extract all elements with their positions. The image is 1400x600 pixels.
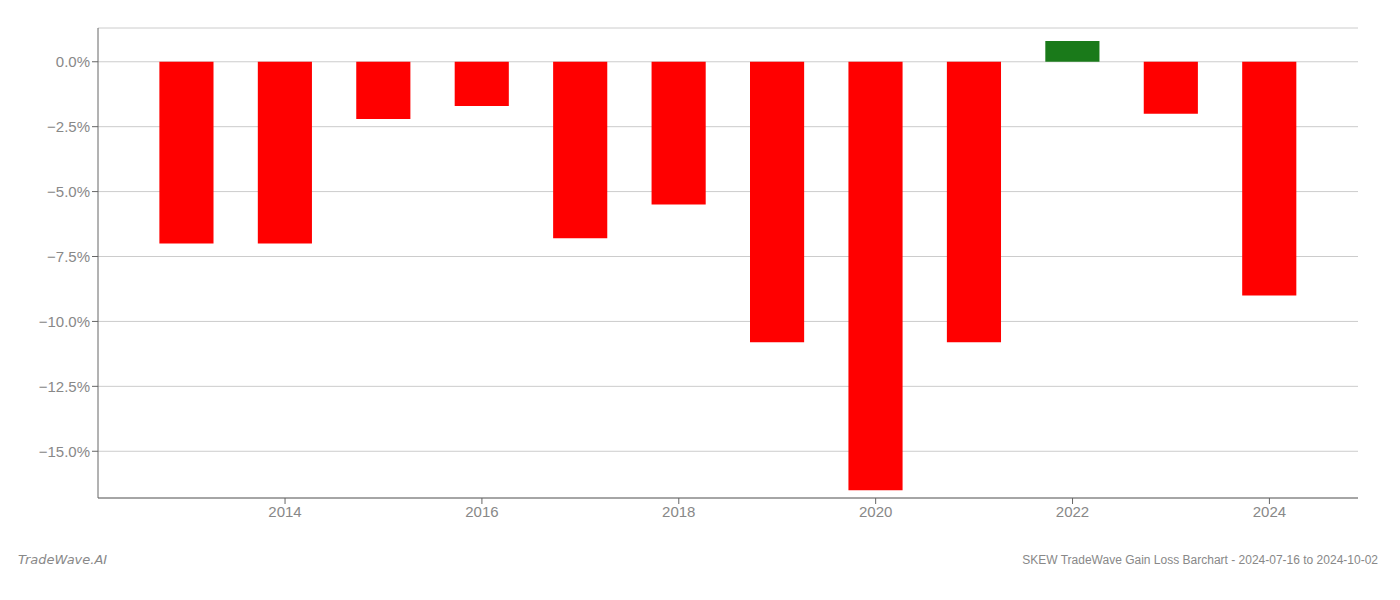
svg-text:0.0%: 0.0% <box>56 53 90 70</box>
svg-text:−7.5%: −7.5% <box>47 248 90 265</box>
svg-text:−2.5%: −2.5% <box>47 118 90 135</box>
svg-text:2022: 2022 <box>1056 503 1089 520</box>
svg-text:−15.0%: −15.0% <box>39 443 90 460</box>
svg-text:2014: 2014 <box>268 503 301 520</box>
html-text:SKEW TradeWave Gain Loss Barch: SKEW TradeWave Gain Loss Barchart - 2024… <box>1022 553 1378 567</box>
html-text:TradeWave.AI: TradeWave.AI <box>18 552 108 567</box>
svg-text:2024: 2024 <box>1253 503 1286 520</box>
svg-text:2018: 2018 <box>662 503 695 520</box>
svg-text:2020: 2020 <box>859 503 892 520</box>
svg-text:−10.0%: −10.0% <box>39 313 90 330</box>
svg-text:−5.0%: −5.0% <box>47 183 90 200</box>
svg-text:2016: 2016 <box>465 503 498 520</box>
svg-text:−12.5%: −12.5% <box>39 378 90 395</box>
